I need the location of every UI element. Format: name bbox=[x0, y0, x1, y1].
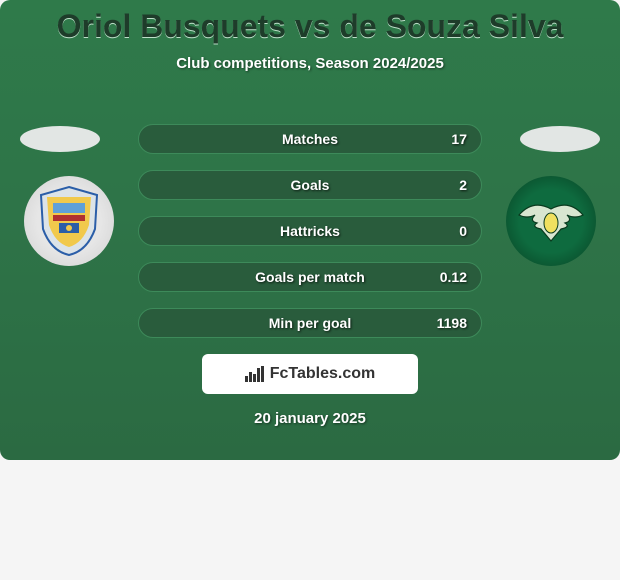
stat-row: Min per goal 1198 bbox=[138, 308, 482, 338]
stat-row: Goals 2 bbox=[138, 170, 482, 200]
stat-label: Min per goal bbox=[269, 315, 351, 331]
chart-icon bbox=[245, 366, 264, 382]
stat-row: Hattricks 0 bbox=[138, 216, 482, 246]
stat-row: Matches 17 bbox=[138, 124, 482, 154]
stat-value-right: 1198 bbox=[437, 315, 467, 331]
player-left-avatar bbox=[20, 126, 100, 152]
club-left-badge bbox=[24, 176, 114, 266]
stat-value-right: 0 bbox=[459, 223, 467, 239]
stat-row: Goals per match 0.12 bbox=[138, 262, 482, 292]
page-title: Oriol Busquets vs de Souza Silva bbox=[0, 8, 620, 45]
stats-list: Matches 17 Goals 2 Hattricks 0 Goals per… bbox=[138, 124, 482, 338]
stat-label: Matches bbox=[282, 131, 338, 147]
player-right-avatar bbox=[520, 126, 600, 152]
stat-label: Goals bbox=[291, 177, 330, 193]
comparison-card: Oriol Busquets vs de Souza Silva Club co… bbox=[0, 0, 620, 460]
subtitle: Club competitions, Season 2024/2025 bbox=[0, 55, 620, 72]
date-text: 20 january 2025 bbox=[0, 410, 620, 427]
stat-value-right: 0.12 bbox=[440, 269, 467, 285]
club-left-crest-icon bbox=[37, 185, 101, 257]
stat-label: Hattricks bbox=[280, 223, 340, 239]
brand-box[interactable]: FcTables.com bbox=[202, 354, 418, 394]
club-right-crest-icon bbox=[515, 193, 587, 250]
brand-text: FcTables.com bbox=[270, 365, 376, 383]
stat-value-right: 2 bbox=[459, 177, 467, 193]
club-right-badge bbox=[506, 176, 596, 266]
stat-label: Goals per match bbox=[255, 269, 365, 285]
stat-value-right: 17 bbox=[451, 131, 467, 147]
